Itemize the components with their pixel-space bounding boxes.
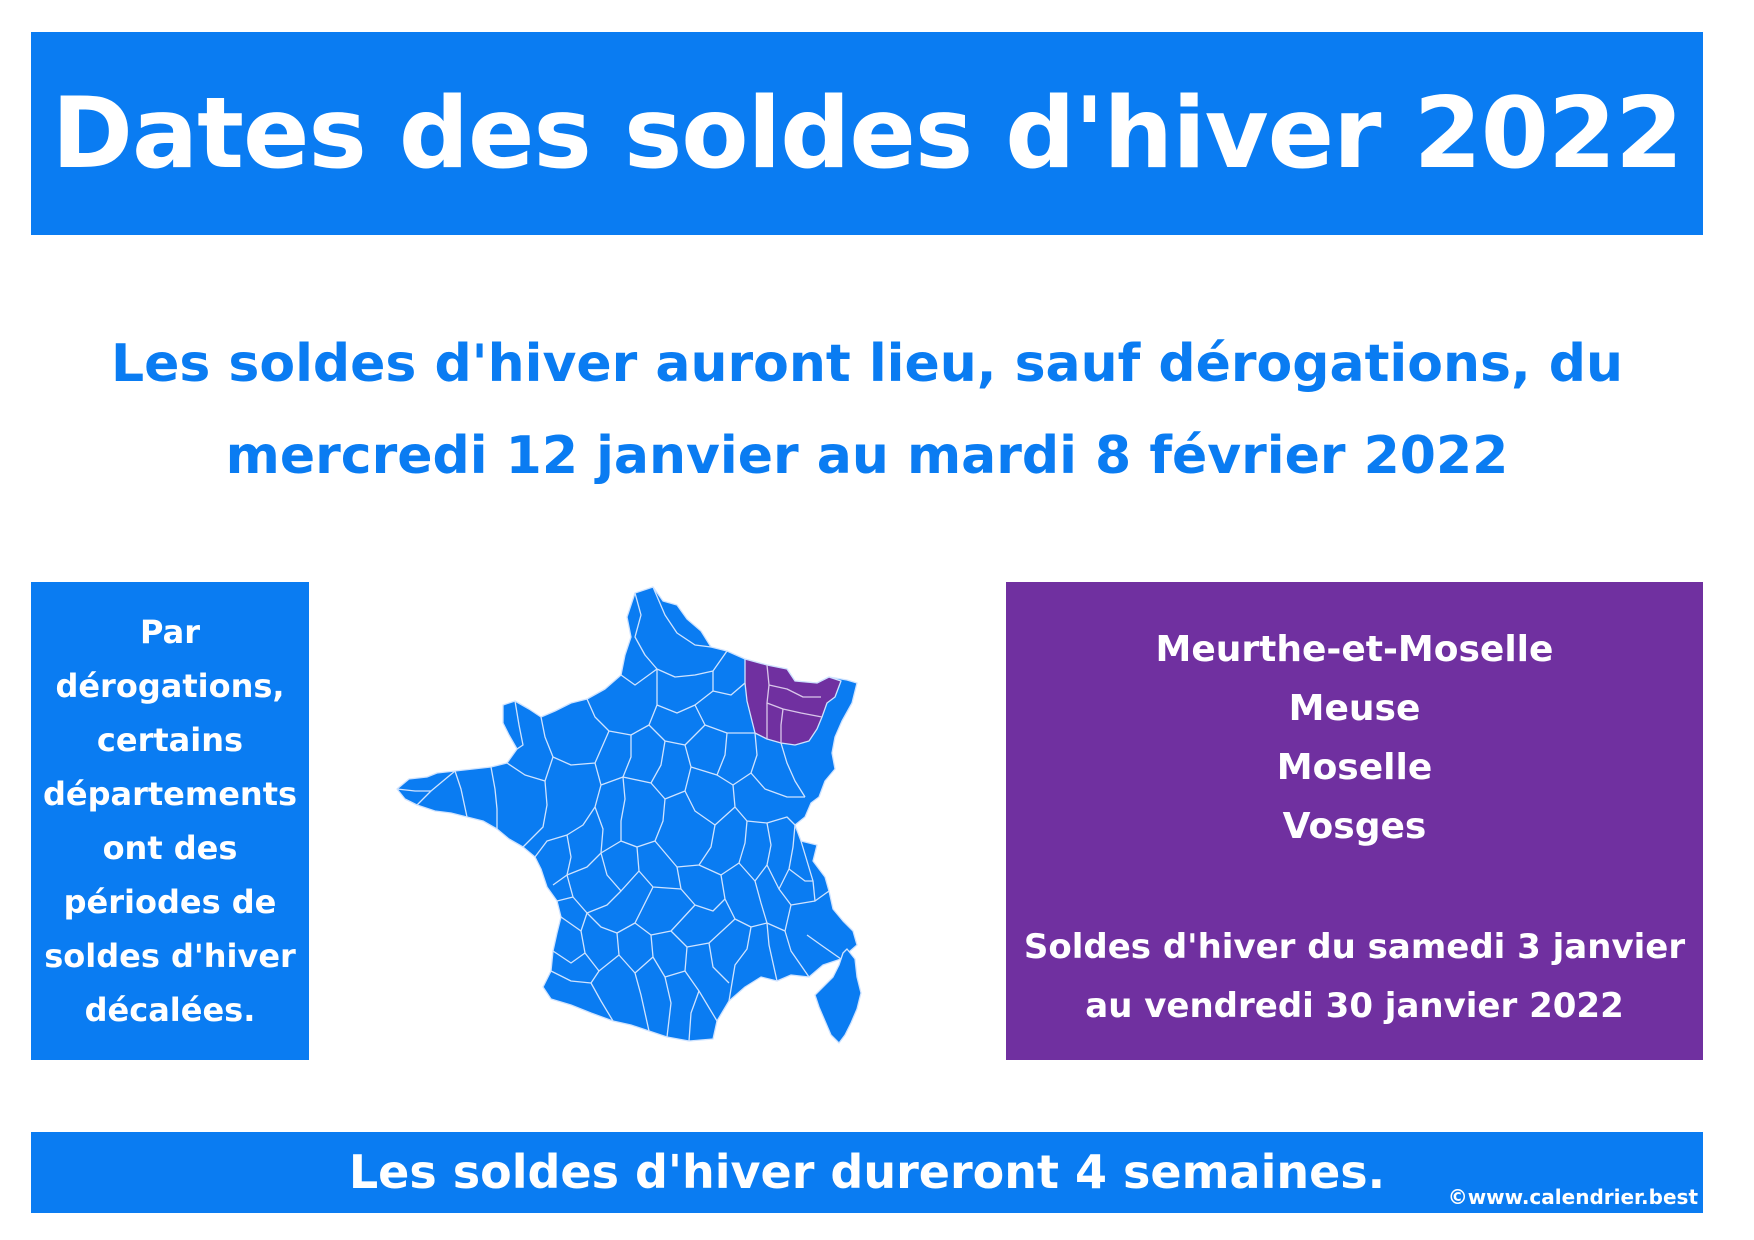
corsica-shape	[814, 948, 862, 1044]
exception-box: Meurthe-et-Moselle Meuse Moselle Vosges …	[1006, 582, 1703, 1060]
duration-text: Les soldes d'hiver dureront 4 semaines.	[348, 1145, 1386, 1199]
main-period-text: Les soldes d'hiver auront lieu, sauf dér…	[31, 318, 1703, 502]
derogation-note-text: Par dérogations, certains départements o…	[43, 605, 297, 1037]
derogation-note-line: départements	[42, 775, 298, 813]
page-title: Dates des soldes d'hiver 2022	[51, 76, 1684, 191]
derogation-note-line: certains	[96, 721, 244, 759]
exception-period: Soldes d'hiver du samedi 3 janvier au ve…	[1006, 918, 1703, 1036]
derogation-note-line: décalées.	[84, 991, 256, 1029]
derogation-note-box: Par dérogations, certains départements o…	[31, 582, 309, 1060]
department-name: Meurthe-et-Moselle	[1155, 629, 1554, 670]
derogation-note-line: dérogations,	[55, 667, 285, 705]
derogation-note-line: soldes d'hiver	[44, 937, 296, 975]
derogation-note-line: périodes de	[63, 883, 277, 921]
lorraine-department-borders	[766, 664, 823, 743]
derogation-note-line: Par	[140, 613, 200, 651]
main-period-line-2: mercredi 12 janvier au mardi 8 février 2…	[225, 426, 1509, 486]
department-name: Vosges	[1282, 806, 1427, 847]
title-banner: Dates des soldes d'hiver 2022	[31, 32, 1703, 235]
derogation-note-line: ont des	[102, 829, 238, 867]
exception-period-line-1: Soldes d'hiver du samedi 3 janvier	[1023, 927, 1686, 967]
copyright-credit: ©www.calendrier.best	[1447, 1185, 1698, 1209]
department-name: Meuse	[1288, 688, 1421, 729]
france-departments-map	[396, 586, 862, 1044]
footer-banner: Les soldes d'hiver dureront 4 semaines. …	[31, 1132, 1703, 1213]
department-name: Moselle	[1276, 747, 1433, 788]
department-borders	[396, 586, 842, 1042]
main-period-line-1: Les soldes d'hiver auront lieu, sauf dér…	[110, 334, 1624, 394]
exception-period-line-2: au vendredi 30 janvier 2022	[1085, 986, 1624, 1026]
